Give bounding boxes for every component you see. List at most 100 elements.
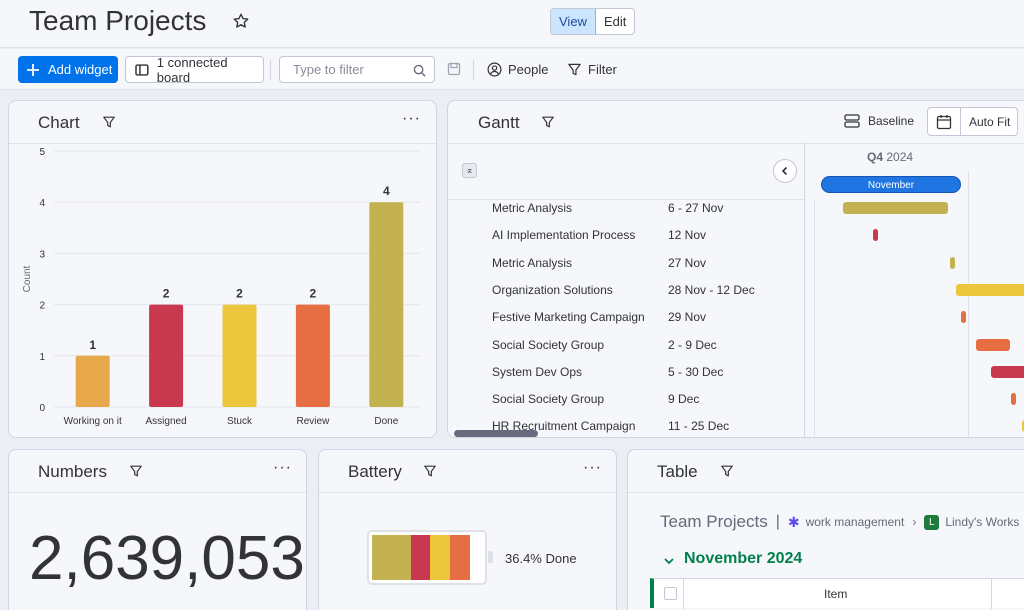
- today-line: [814, 199, 815, 437]
- data-label: 4: [383, 184, 390, 198]
- chevron-down-icon[interactable]: [663, 555, 675, 567]
- divider: [683, 579, 684, 609]
- widget-filter-icon[interactable]: [102, 115, 116, 129]
- gantt-bar[interactable]: [976, 338, 1010, 351]
- gantt-item-dates: 12 Nov: [668, 228, 707, 243]
- search-icon: [413, 64, 426, 77]
- collapse-icon[interactable]: ⌅: [462, 163, 477, 178]
- x-tick-label: Stuck: [227, 416, 253, 427]
- column-header-item[interactable]: Item: [824, 587, 848, 601]
- gantt-bar[interactable]: [956, 283, 1024, 296]
- bar: [295, 304, 330, 407]
- chart-widget: Chart ··· 0 1 2 3 4 5 Count 1 Working on it 2 Assi…: [8, 100, 437, 438]
- gantt-item-dates: 2 - 9 Dec: [668, 337, 717, 352]
- workspace-name[interactable]: work management: [805, 515, 905, 529]
- people-filter-button[interactable]: People: [487, 62, 548, 77]
- star-icon[interactable]: [232, 12, 250, 30]
- baseline-button[interactable]: Baseline: [844, 114, 914, 128]
- more-options-icon[interactable]: ···: [402, 110, 421, 127]
- data-label: 2: [163, 287, 170, 301]
- connected-board-button[interactable]: 1 connected board: [125, 54, 264, 85]
- gantt-widget-title: Gantt: [478, 113, 520, 132]
- gantt-bar[interactable]: [950, 256, 955, 269]
- connected-board-label: 1 connected board: [156, 54, 228, 85]
- more-options-icon[interactable]: ···: [583, 459, 602, 476]
- battery-widget: Battery ··· 36.4% Done: [318, 449, 617, 610]
- view-edit-toggle: View Edit: [550, 8, 636, 35]
- baseline-label: Baseline: [868, 114, 915, 128]
- dashboard-toolbar: Add widget 1 connected board Type to fil…: [0, 49, 1024, 90]
- filter-button[interactable]: Filter: [567, 62, 617, 77]
- add-widget-button[interactable]: Add widget: [18, 56, 118, 83]
- divider: [991, 579, 992, 609]
- chevron-left-icon: [781, 166, 788, 176]
- gantt-bar[interactable]: [1011, 393, 1016, 406]
- battery-cap: [488, 551, 493, 563]
- divider: [960, 108, 961, 135]
- gantt-item-name[interactable]: System Dev Ops: [492, 364, 583, 379]
- select-all-checkbox[interactable]: [664, 587, 677, 600]
- gantt-item-name[interactable]: Metric Analysis: [492, 201, 573, 215]
- bar-chart: 0 1 2 3 4 5 Count 1 Working on it 2 Assigned 2 Stuck…: [22, 147, 421, 427]
- widget-filter-icon[interactable]: [720, 464, 734, 478]
- x-tick-label: Working on it: [64, 416, 122, 427]
- gantt-item-name[interactable]: Social Society Group: [492, 392, 605, 407]
- gantt-item-dates: 5 - 30 Dec: [668, 364, 724, 379]
- y-tick-label: 4: [39, 198, 45, 209]
- view-button[interactable]: View: [551, 9, 596, 34]
- gantt-bar[interactable]: [961, 311, 966, 324]
- bar: [149, 304, 184, 407]
- quarter-label: Q4 2024: [867, 150, 913, 164]
- gantt-item-name[interactable]: HR Recruitment Campaign: [492, 419, 636, 434]
- widget-filter-icon[interactable]: [541, 115, 555, 129]
- auto-fit-label: Auto Fit: [969, 114, 1011, 129]
- divider: [9, 492, 306, 493]
- page-header: Team Projects View Edit: [0, 0, 1024, 48]
- filter-search-input[interactable]: Type to filter: [279, 56, 435, 83]
- gantt-item-dates: 28 Nov - 12 Dec: [668, 282, 755, 297]
- data-label: 2: [236, 287, 243, 301]
- y-tick-label: 1: [39, 352, 45, 363]
- y-tick-label: 2: [39, 301, 45, 312]
- widget-filter-icon[interactable]: [129, 464, 143, 478]
- board-name[interactable]: Team Projects: [660, 512, 768, 531]
- board-breadcrumb: Team Projects | ✱ work management › L Li…: [660, 512, 1019, 532]
- more-options-icon[interactable]: ···: [273, 459, 292, 476]
- gantt-bar[interactable]: [1022, 420, 1024, 433]
- chevron-right-icon: ›: [912, 515, 917, 529]
- divider: [9, 143, 436, 144]
- gantt-item-dates: 29 Nov: [668, 310, 707, 325]
- quarter-name: Q4: [867, 150, 884, 164]
- filter-icon: [568, 63, 581, 76]
- battery-segment: [410, 535, 431, 580]
- y-tick-label: 0: [39, 403, 45, 414]
- group-title[interactable]: November 2024: [684, 550, 803, 567]
- y-axis-label: Count: [22, 265, 33, 292]
- gantt-item-name[interactable]: Organization Solutions: [492, 282, 613, 297]
- edit-button[interactable]: Edit: [603, 14, 627, 29]
- divider: [473, 60, 474, 80]
- gantt-item-name[interactable]: AI Implementation Process: [492, 228, 636, 243]
- number-value: 2,639,053: [29, 524, 305, 593]
- gantt-bar[interactable]: [873, 229, 878, 242]
- gantt-item-name[interactable]: Metric Analysis: [492, 255, 573, 270]
- gantt-split: [804, 143, 805, 437]
- battery-segment: [372, 535, 411, 580]
- gantt-item-name[interactable]: Festive Marketing Campaign: [492, 310, 645, 325]
- page-title: Team Projects: [29, 5, 207, 36]
- gantt-item-name[interactable]: Social Society Group: [492, 337, 605, 352]
- battery-segment: [450, 535, 470, 580]
- people-label: People: [508, 62, 549, 77]
- gantt-bar[interactable]: [991, 365, 1024, 378]
- gantt-item-dates: 11 - 25 Dec: [668, 419, 730, 434]
- save-icon[interactable]: [447, 62, 461, 76]
- person-icon: [487, 62, 502, 77]
- auto-fit-button[interactable]: Auto Fit: [927, 107, 1018, 136]
- widget-filter-icon[interactable]: [423, 464, 437, 478]
- workspace-item-name[interactable]: Lindy's Works: [945, 515, 1020, 529]
- timeline-back-button[interactable]: [773, 159, 797, 183]
- battery-body: [367, 530, 487, 585]
- horizontal-scrollbar[interactable]: [454, 430, 538, 437]
- gantt-bar[interactable]: [843, 202, 948, 214]
- numbers-widget-title: Numbers: [38, 462, 107, 481]
